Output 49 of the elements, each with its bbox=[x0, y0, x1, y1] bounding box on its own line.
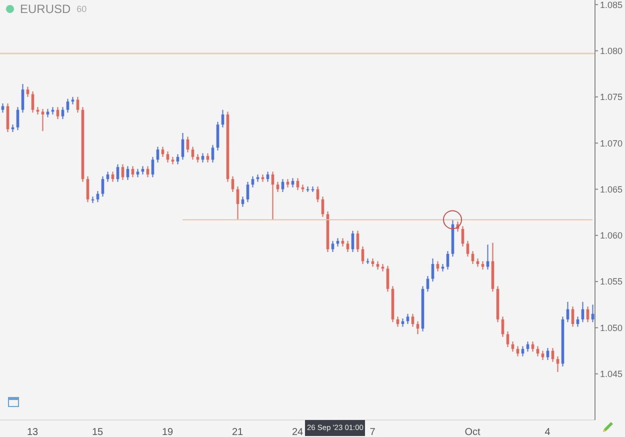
candlestick bbox=[486, 244, 490, 270]
candlestick bbox=[41, 108, 44, 132]
chart-title: EURUSD bbox=[20, 2, 71, 16]
candlestick bbox=[61, 106, 64, 120]
x-tick-label: 21 bbox=[232, 427, 244, 437]
x-tick-label: 4 bbox=[544, 427, 551, 437]
candlestick bbox=[246, 181, 250, 203]
x-tick-label: 7 bbox=[370, 427, 376, 437]
candlestick bbox=[76, 96, 80, 114]
candlestick bbox=[571, 306, 574, 328]
candlestick bbox=[446, 250, 450, 270]
candlestick bbox=[101, 176, 104, 198]
x-tick-label: 24 bbox=[292, 427, 304, 437]
candlestick bbox=[431, 258, 434, 282]
y-tick-label: 1.060 bbox=[600, 230, 623, 241]
candlestick bbox=[31, 90, 34, 114]
y-tick-label: 1.050 bbox=[600, 322, 623, 333]
x-tick-label: 15 bbox=[92, 427, 104, 437]
candlestick bbox=[116, 164, 120, 182]
candlestick bbox=[316, 186, 320, 203]
y-tick-label: 1.080 bbox=[600, 46, 623, 56]
candlestick bbox=[361, 246, 364, 264]
y-tick-label: 1.055 bbox=[600, 276, 623, 287]
candlestick bbox=[296, 178, 300, 191]
candlestick bbox=[586, 306, 590, 323]
y-tick-label: 1.045 bbox=[600, 369, 623, 380]
candlestick bbox=[566, 301, 570, 323]
candlestick bbox=[151, 156, 154, 178]
candlestick bbox=[581, 301, 584, 323]
candlestick bbox=[466, 240, 470, 258]
candlestick bbox=[56, 106, 60, 120]
candlestick bbox=[411, 313, 414, 328]
candlestick bbox=[86, 176, 90, 203]
candlestick bbox=[21, 84, 24, 114]
candlestick bbox=[191, 146, 194, 160]
x-tick-label: Oct bbox=[464, 427, 480, 437]
y-tick-label: 1.085 bbox=[600, 0, 623, 10]
candlestick bbox=[211, 144, 214, 163]
x-tick-label: 19 bbox=[162, 427, 174, 437]
candlestick bbox=[506, 330, 510, 348]
candlestick bbox=[1, 102, 4, 114]
chart-subtitle: 60 bbox=[76, 4, 87, 14]
x-tick-label: 13 bbox=[26, 427, 38, 437]
candlestick bbox=[386, 265, 390, 292]
y-tick-label: 1.070 bbox=[600, 138, 623, 148]
y-tick-label: 1.075 bbox=[600, 92, 623, 102]
candlestick bbox=[66, 98, 70, 114]
y-tick-label: 1.065 bbox=[600, 184, 623, 194]
candlestick bbox=[236, 186, 240, 220]
